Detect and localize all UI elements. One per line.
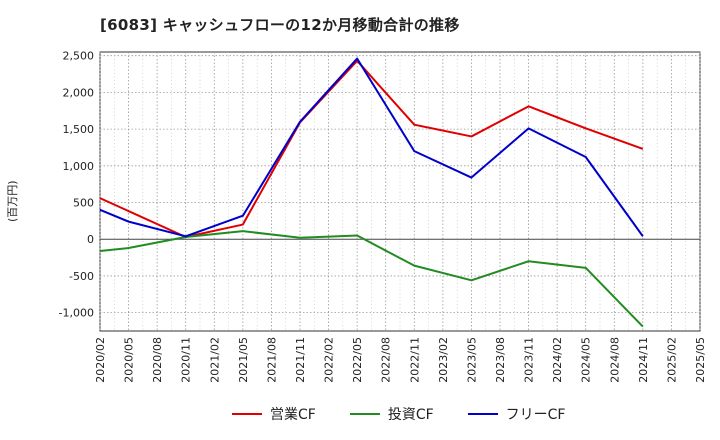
- y-tick-label: 2,500: [63, 50, 95, 63]
- y-tick-label: 1,500: [63, 123, 95, 136]
- y-tick-label: 500: [73, 197, 94, 210]
- y-tick-label: 0: [87, 233, 94, 246]
- x-tick-label: 2021/02: [208, 337, 221, 383]
- x-tick-label: 2025/05: [694, 337, 707, 383]
- x-tick-label: 2024/08: [608, 337, 621, 383]
- y-tick-label: -500: [69, 270, 94, 283]
- y-tick-label: -1,000: [59, 307, 94, 320]
- legend-item-operating: 営業CF: [232, 404, 316, 424]
- x-tick-label: 2023/08: [494, 337, 507, 383]
- x-tick-label: 2023/11: [523, 337, 536, 383]
- axes: 2,500 2,000 1,500 1,000 500 0 -500 -1,000 2020/0…: [59, 50, 707, 383]
- legend-label-investing: 投資CF: [387, 407, 434, 423]
- x-tick-label: 2021/05: [237, 337, 250, 383]
- x-tick-label: 2020/05: [123, 337, 136, 383]
- grid: [99, 51, 701, 332]
- chart-title: [6083] キャッシュフローの12か月移動合計の推移: [100, 16, 460, 34]
- x-tick-label: 2020/11: [180, 337, 193, 383]
- y-tick-label: 2,000: [63, 86, 95, 99]
- x-tick-label: 2022/02: [323, 337, 336, 383]
- legend-label-operating: 営業CF: [270, 407, 316, 423]
- x-tick-label: 2023/05: [465, 337, 478, 383]
- legend-item-investing: 投資CF: [349, 404, 434, 424]
- x-tick-label: 2022/11: [408, 337, 421, 383]
- legend-swatch-free: [467, 413, 498, 415]
- x-tick-label: 2024/05: [580, 337, 593, 383]
- legend: 営業CF 投資CF フリーCF: [232, 404, 565, 424]
- legend-item-free: フリーCF: [467, 404, 566, 424]
- x-tick-label: 2021/08: [265, 337, 278, 383]
- x-tick-label: 2022/05: [351, 337, 364, 383]
- x-tick-label: 2025/02: [665, 337, 678, 383]
- x-tick-label: 2022/08: [380, 337, 393, 383]
- series-line-0: [99, 59, 644, 239]
- y-tick-label: 1,000: [63, 160, 95, 173]
- series: [99, 57, 644, 328]
- x-tick-label: 2021/11: [294, 337, 307, 383]
- legend-swatch-investing: [349, 413, 380, 415]
- x-tick-label: 2024/02: [551, 337, 564, 383]
- x-tick-label: 2024/11: [637, 337, 650, 383]
- x-tick-label: 2023/02: [437, 337, 450, 383]
- x-tick-label: 2020/02: [94, 337, 107, 383]
- legend-label-free: フリーCF: [505, 407, 566, 423]
- x-tick-label: 2020/08: [151, 337, 164, 383]
- legend-swatch-operating: [232, 413, 262, 415]
